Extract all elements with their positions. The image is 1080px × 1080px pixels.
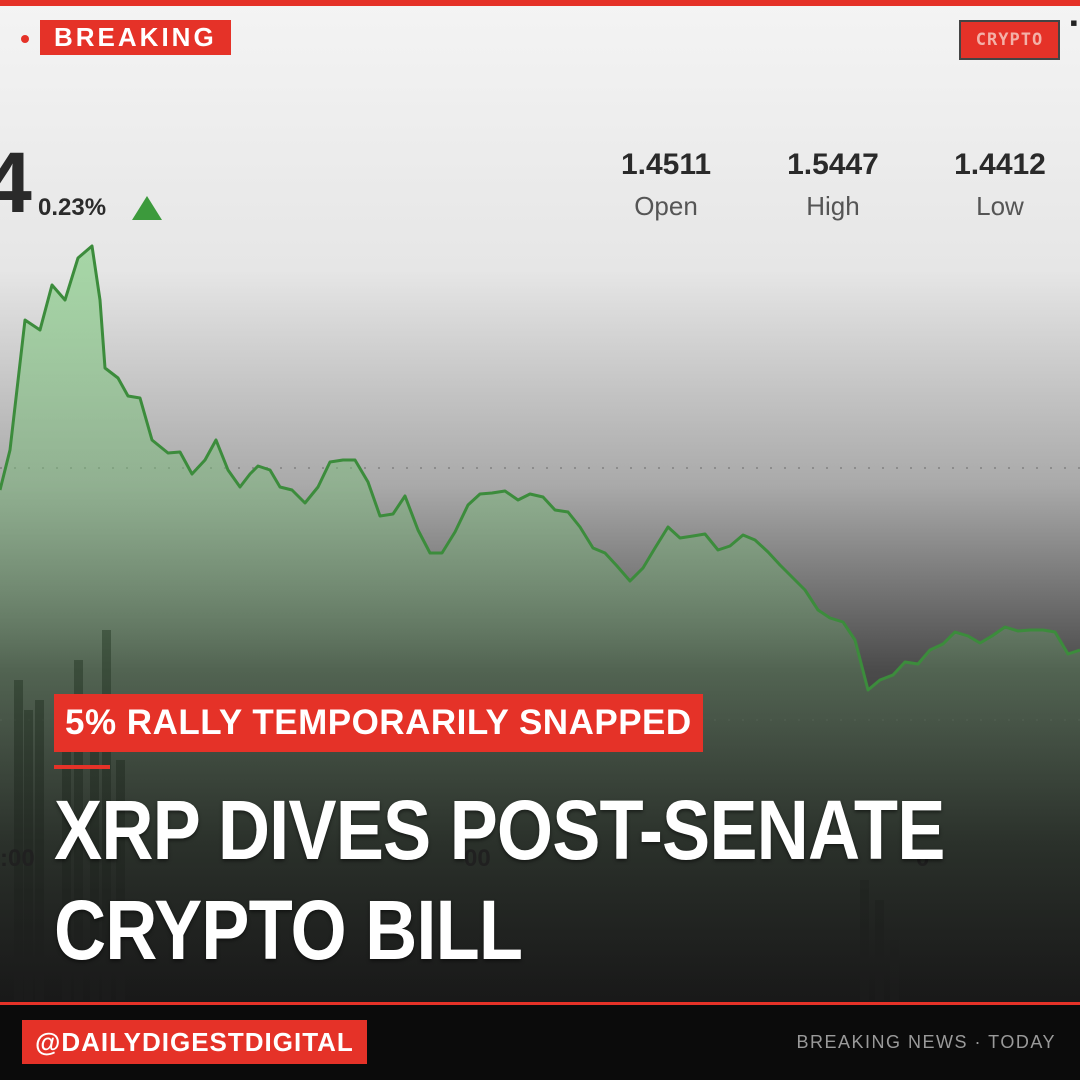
- stat-open: 1.4511 Open: [596, 146, 736, 224]
- subheadline-kicker: 5% RALLY TEMPORARILY SNAPPED: [54, 694, 703, 752]
- stat-open-label: Open: [634, 191, 698, 221]
- stat-low-value: 1.4412: [954, 148, 1046, 181]
- stat-high-label: High: [806, 191, 860, 221]
- stat-open-value: 1.4511: [620, 148, 712, 181]
- stat-high: 1.5447 High: [763, 146, 903, 224]
- breaking-badge: BREAKING: [40, 20, 231, 55]
- top-accent-bar: [0, 0, 1080, 6]
- price-change: 0.23%: [38, 194, 107, 221]
- headline-line-2: CRYPTO BILL: [54, 883, 523, 977]
- social-handle: @DAILYDIGESTDIGITAL: [22, 1020, 367, 1064]
- footer-tagline: BREAKING NEWS · TODAY: [796, 1032, 1056, 1052]
- footer-accent-line: [0, 1002, 1080, 1005]
- axis-tick-fragment: :00: [0, 845, 35, 872]
- headline-line-1: XRP DIVES POST-SENATE: [54, 783, 945, 877]
- price-fragment: 4: [0, 135, 32, 231]
- cropped-edge-glyph-icon: ▪: [1070, 10, 1078, 35]
- stat-low-label: Low: [976, 191, 1024, 221]
- stat-low: 1.4412 Low: [930, 146, 1070, 224]
- headline-rule: [54, 765, 110, 769]
- category-tag: CRYPTO: [959, 20, 1060, 60]
- live-dot-icon: [21, 35, 29, 43]
- headline: XRP DIVES POST-SENATE CRYPTO BILL: [54, 780, 945, 980]
- axis-tick-fragment: 0: [916, 845, 930, 872]
- axis-tick-fragment: 00: [464, 845, 491, 872]
- up-arrow-icon: [132, 196, 162, 220]
- stat-high-value: 1.5447: [787, 148, 879, 181]
